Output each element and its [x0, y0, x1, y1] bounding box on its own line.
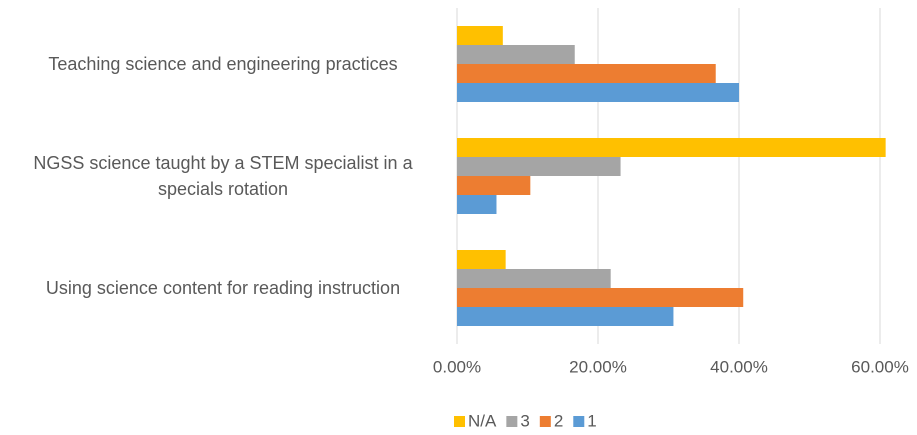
bar	[457, 138, 886, 157]
bar	[457, 269, 611, 288]
bar	[457, 176, 531, 195]
legend-swatch	[539, 416, 551, 427]
y-tick-label: Teaching science and engineering practic…	[48, 54, 398, 74]
legend-swatch	[454, 416, 465, 427]
x-tick-label: 60.00%	[851, 357, 909, 376]
bar	[457, 83, 739, 102]
bar	[457, 26, 503, 45]
bar	[457, 288, 744, 307]
legend-label: 2	[554, 411, 563, 430]
bar	[457, 157, 621, 176]
bar	[457, 195, 497, 214]
x-tick-label: 20.00%	[569, 357, 627, 376]
bar	[457, 64, 716, 83]
x-tick-label: 40.00%	[710, 357, 768, 376]
x-tick-label: 0.00%	[433, 357, 481, 376]
bar	[457, 307, 674, 326]
legend-label: N/A	[468, 411, 497, 430]
bar	[457, 45, 575, 64]
y-tick-label: Using science content for reading instru…	[45, 278, 401, 298]
legend-label: 1	[587, 411, 596, 430]
legend-swatch	[573, 416, 585, 427]
y-tick-label: NGSS science taught by a STEM specialist…	[33, 153, 413, 199]
bar	[457, 250, 506, 269]
legend-swatch	[506, 416, 518, 427]
legend-label: 3	[520, 411, 529, 430]
